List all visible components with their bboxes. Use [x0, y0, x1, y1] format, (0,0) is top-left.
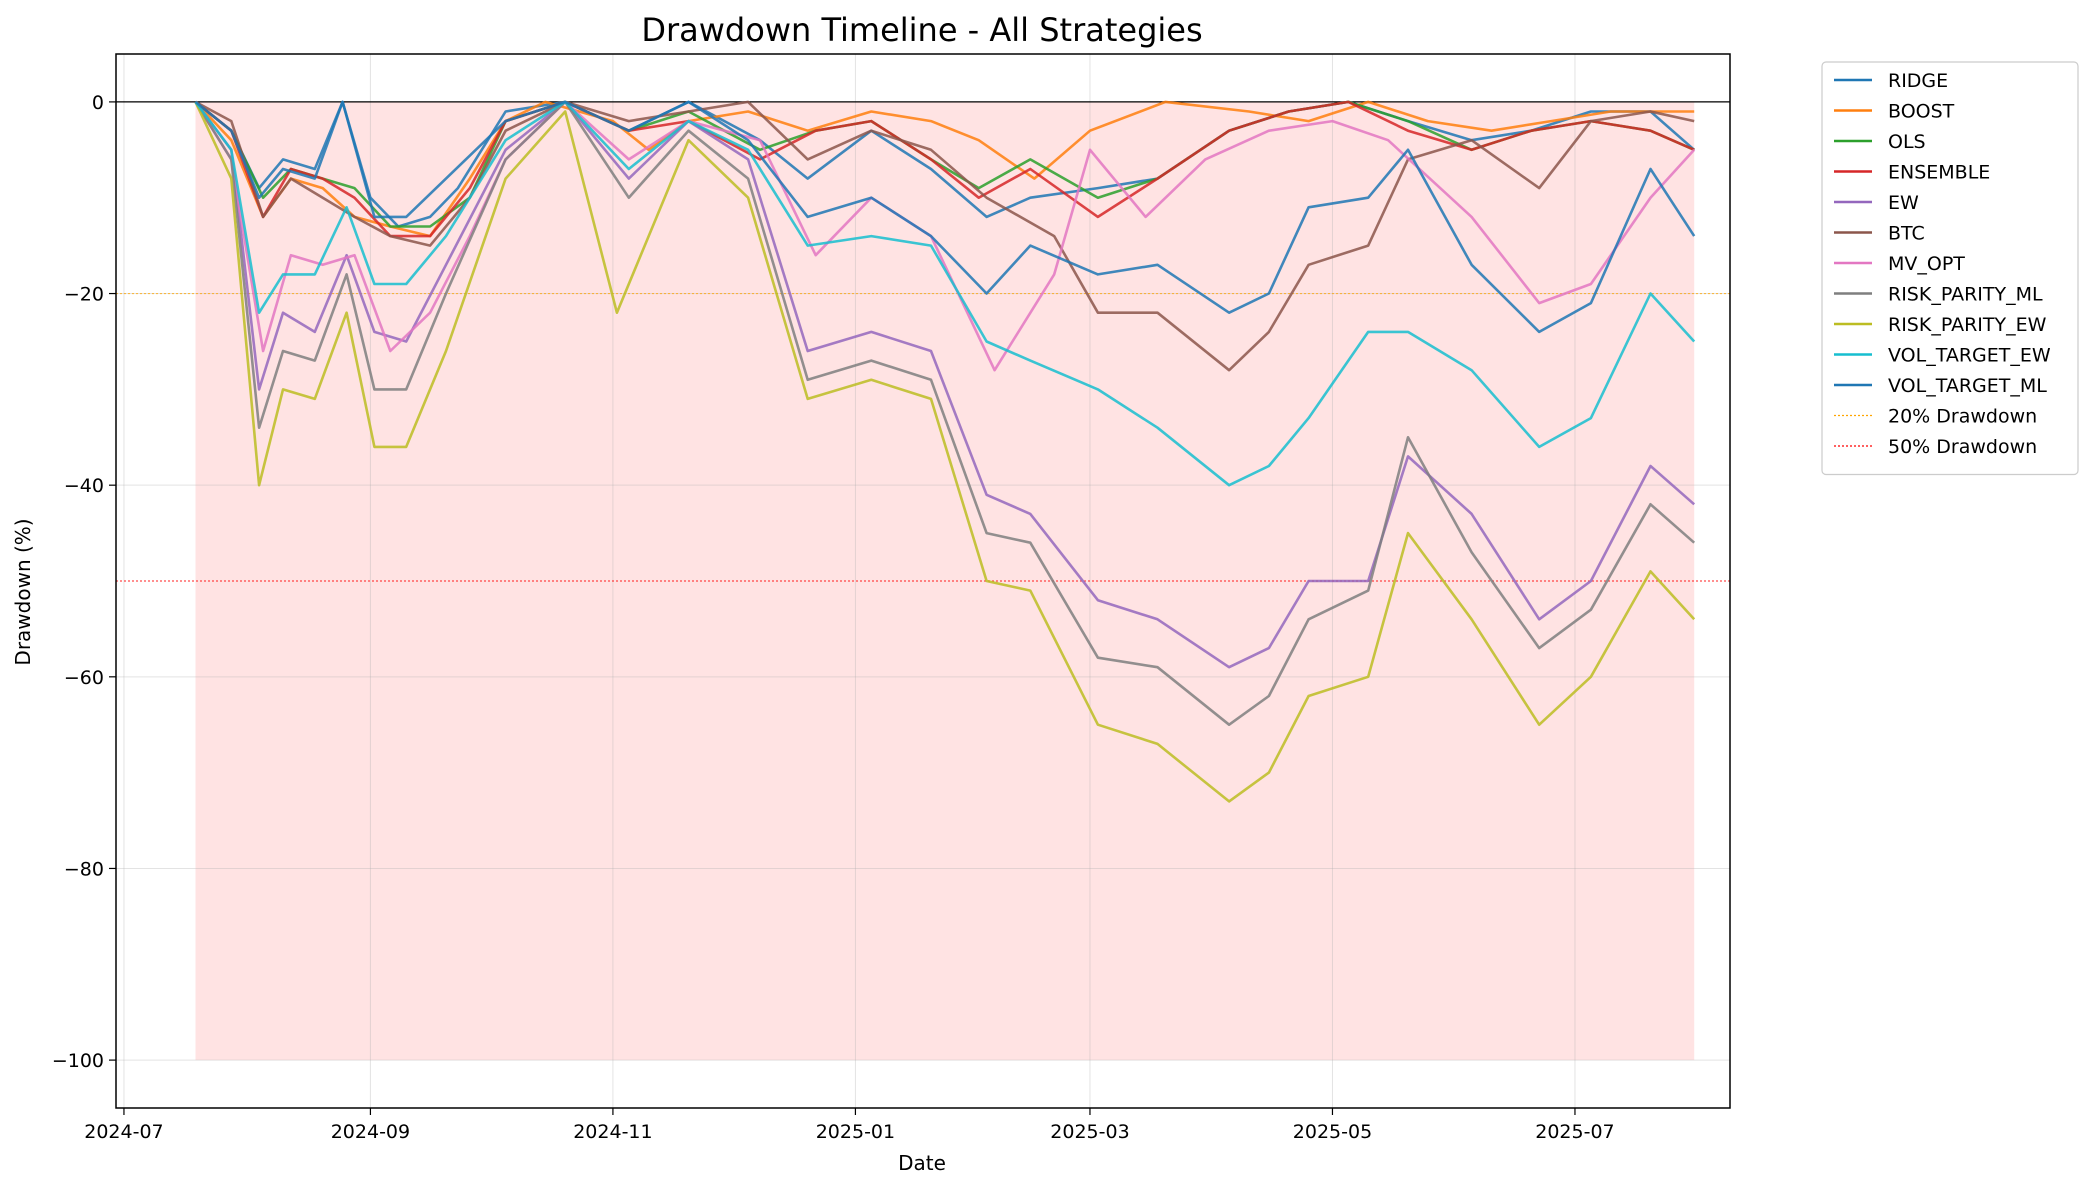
series-line	[194, 101, 1696, 803]
plot-frame	[115, 53, 1731, 1109]
series-line	[194, 100, 1696, 334]
legend-label: VOL_TARGET_ML	[1888, 375, 2047, 397]
series-line	[194, 100, 1696, 726]
series-line	[194, 100, 1696, 487]
y-tick-label: −60	[64, 667, 104, 689]
plot-area: 2024-07 2024-09 2024-11 2025-01 2025-03 2025-…	[52, 53, 1731, 1143]
series-line	[194, 100, 1695, 238]
legend-label: OLS	[1888, 131, 1926, 153]
legend-box	[1821, 61, 2079, 476]
legend-label: BTC	[1888, 223, 1925, 245]
x-tick-label: 2025-05	[1293, 1121, 1372, 1143]
y-tick-label: −100	[52, 1050, 104, 1072]
x-tick-label: 2025-07	[1535, 1121, 1614, 1143]
series-line	[194, 100, 1696, 669]
legend-label: EW	[1888, 192, 1919, 214]
series-line	[194, 100, 1696, 372]
legend-label: VOL_TARGET_EW	[1888, 345, 2051, 367]
y-tick-label: 0	[92, 92, 104, 114]
legend-label: 20% Drawdown	[1888, 406, 2037, 428]
y-tick-label: −80	[64, 858, 104, 880]
x-tick-label: 2024-11	[573, 1121, 652, 1143]
y-tick-label: −20	[64, 284, 104, 306]
x-axis-label: Date	[898, 1151, 946, 1175]
legend-label: MV_OPT	[1888, 253, 1965, 275]
legend-label: BOOST	[1888, 101, 1955, 123]
x-tick-label: 2024-09	[331, 1121, 410, 1143]
y-tick-label: −40	[64, 475, 104, 497]
legend-label: 50% Drawdown	[1888, 436, 2037, 458]
legend: RIDGE BOOST OLS ENSEMBLE EW BTC MV_OPT RISK_PAR…	[1821, 61, 2079, 476]
y-axis-label: Drawdown (%)	[11, 518, 35, 665]
x-tick-label: 2025-01	[816, 1121, 895, 1143]
x-tick-label: 2024-07	[84, 1121, 163, 1143]
legend-label: RIDGE	[1888, 70, 1948, 92]
x-tick-label: 2025-03	[1050, 1121, 1129, 1143]
chart-title: Drawdown Timeline - All Strategies	[641, 11, 1202, 49]
legend-label: RISK_PARITY_ML	[1888, 284, 2043, 306]
legend-label: ENSEMBLE	[1888, 162, 1990, 184]
legend-label: RISK_PARITY_EW	[1888, 314, 2047, 336]
